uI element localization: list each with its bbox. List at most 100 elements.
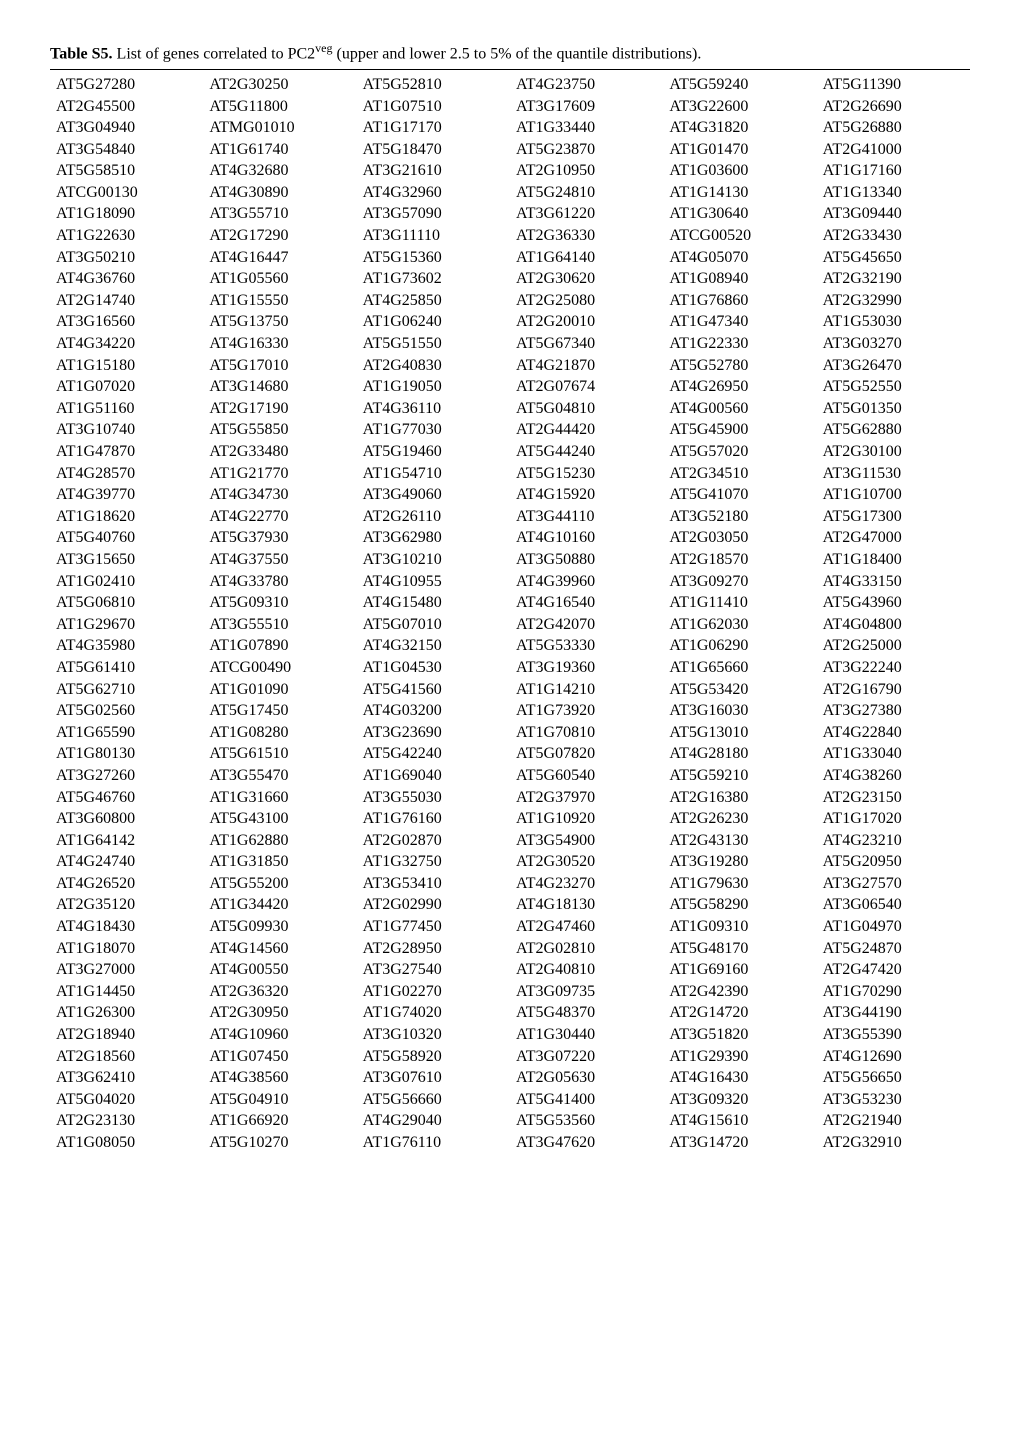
gene-cell: AT2G23130 [50,1110,203,1132]
gene-cell: AT2G36320 [203,981,356,1003]
gene-cell: AT4G28180 [663,743,816,765]
gene-cell: ATMG01010 [203,117,356,139]
gene-cell: AT1G08050 [50,1132,203,1154]
gene-cell: AT4G14560 [203,938,356,960]
gene-cell: AT4G15920 [510,484,663,506]
gene-cell: AT2G37970 [510,787,663,809]
gene-cell: AT3G54900 [510,830,663,852]
gene-cell: AT2G23150 [817,787,970,809]
gene-cell: AT2G02870 [357,830,510,852]
gene-cell: AT2G18570 [663,549,816,571]
gene-cell: AT3G21610 [357,160,510,182]
table-row: AT1G18070AT4G14560AT2G28950AT2G02810AT5G… [50,938,970,960]
gene-cell: AT1G21770 [203,463,356,485]
gene-cell: AT3G06540 [817,894,970,916]
gene-cell: AT5G55850 [203,419,356,441]
gene-cell: AT5G09930 [203,916,356,938]
table-row: AT5G46760AT1G31660AT3G55030AT2G37970AT2G… [50,787,970,809]
gene-cell: AT3G54840 [50,139,203,161]
gene-cell: AT2G41000 [817,139,970,161]
table-row: AT1G80130AT5G61510AT5G42240AT5G07820AT4G… [50,743,970,765]
gene-cell: AT5G20950 [817,851,970,873]
table-row: AT4G36760AT1G05560AT1G73602AT2G30620AT1G… [50,268,970,290]
gene-cell: AT5G17450 [203,700,356,722]
gene-cell: AT3G09735 [510,981,663,1003]
gene-cell: AT5G41070 [663,484,816,506]
gene-cell: AT1G08940 [663,268,816,290]
gene-cell: AT1G14450 [50,981,203,1003]
table-row: AT2G18940AT4G10960AT3G10320AT1G30440AT3G… [50,1024,970,1046]
gene-cell: AT3G16560 [50,311,203,333]
gene-cell: AT1G10920 [510,808,663,830]
gene-cell: AT2G30100 [817,441,970,463]
gene-cell: AT2G47420 [817,959,970,981]
gene-cell: AT5G06810 [50,592,203,614]
gene-cell: AT1G47340 [663,311,816,333]
gene-cell: AT5G52550 [817,376,970,398]
gene-cell: AT1G70290 [817,981,970,1003]
gene-cell: AT2G35120 [50,894,203,916]
gene-cell: AT4G10960 [203,1024,356,1046]
gene-cell: AT1G31850 [203,851,356,873]
gene-cell: AT5G61410 [50,657,203,679]
gene-cell: AT2G03050 [663,527,816,549]
gene-cell: AT4G05070 [663,247,816,269]
gene-cell: AT1G15180 [50,355,203,377]
table-row: AT5G04020AT5G04910AT5G56660AT5G41400AT3G… [50,1089,970,1111]
gene-cell: AT1G69040 [357,765,510,787]
gene-cell: AT5G15360 [357,247,510,269]
gene-cell: AT3G14680 [203,376,356,398]
gene-cell: AT3G52180 [663,506,816,528]
gene-cell: AT1G64142 [50,830,203,852]
gene-cell: AT5G59210 [663,765,816,787]
gene-cell: AT4G36760 [50,268,203,290]
gene-cell: AT5G13750 [203,311,356,333]
gene-cell: AT1G26300 [50,1002,203,1024]
gene-cell: AT4G21870 [510,355,663,377]
table-row: AT4G26520AT5G55200AT3G53410AT4G23270AT1G… [50,873,970,895]
gene-cell: AT1G01090 [203,679,356,701]
gene-cell: AT2G34510 [663,463,816,485]
gene-cell: AT5G58920 [357,1046,510,1068]
table-top-rule [50,69,970,70]
gene-cell: AT4G32150 [357,635,510,657]
gene-cell: AT4G15610 [663,1110,816,1132]
table-row: AT3G50210AT4G16447AT5G15360AT1G64140AT4G… [50,247,970,269]
table-row: AT1G18090AT3G55710AT3G57090AT3G61220AT1G… [50,203,970,225]
gene-cell: AT1G73602 [357,268,510,290]
gene-cell: AT1G15550 [203,290,356,312]
gene-cell: AT1G02270 [357,981,510,1003]
gene-cell: AT1G65590 [50,722,203,744]
gene-cell: AT4G37550 [203,549,356,571]
gene-cell: AT1G07450 [203,1046,356,1068]
gene-cell: AT1G22330 [663,333,816,355]
table-row: AT3G16560AT5G13750AT1G06240AT2G20010AT1G… [50,311,970,333]
table-row: AT5G61410ATCG00490AT1G04530AT3G19360AT1G… [50,657,970,679]
gene-cell: ATCG00490 [203,657,356,679]
gene-cell: AT3G27540 [357,959,510,981]
gene-cell: AT5G58290 [663,894,816,916]
table-row: AT1G08050AT5G10270AT1G76110AT3G47620AT3G… [50,1132,970,1154]
gene-cell: AT1G18620 [50,506,203,528]
gene-cell: AT3G50210 [50,247,203,269]
gene-cell: AT2G16380 [663,787,816,809]
gene-cell: AT1G17170 [357,117,510,139]
table-row: AT1G51160AT2G17190AT4G36110AT5G04810AT4G… [50,398,970,420]
gene-cell: AT2G16790 [817,679,970,701]
gene-cell: AT4G24740 [50,851,203,873]
gene-cell: AT1G70810 [510,722,663,744]
gene-cell: AT5G07820 [510,743,663,765]
gene-cell: AT4G10160 [510,527,663,549]
gene-cell: AT2G30620 [510,268,663,290]
gene-cell: AT1G04530 [357,657,510,679]
gene-cell: AT4G04800 [817,614,970,636]
gene-cell: AT4G23210 [817,830,970,852]
gene-cell: AT5G27280 [50,74,203,96]
table-row: AT1G02410AT4G33780AT4G10955AT4G39960AT3G… [50,571,970,593]
gene-cell: AT1G32750 [357,851,510,873]
gene-cell: AT1G31660 [203,787,356,809]
gene-cell: AT5G15230 [510,463,663,485]
gene-cell: AT1G13340 [817,182,970,204]
gene-cell: AT1G51160 [50,398,203,420]
table-row: AT1G14450AT2G36320AT1G02270AT3G09735AT2G… [50,981,970,1003]
